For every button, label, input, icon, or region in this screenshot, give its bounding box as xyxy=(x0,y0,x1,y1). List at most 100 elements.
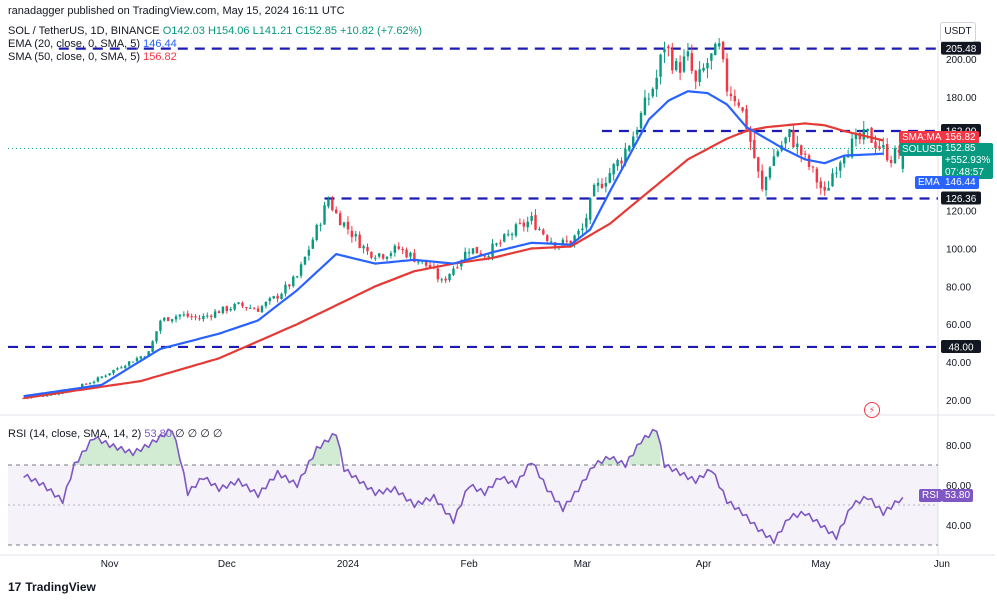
level-tag-label: 48.00 xyxy=(948,342,973,353)
candle-body xyxy=(135,358,139,362)
symbol-axis-tag: SOLUSDT xyxy=(899,143,953,156)
time-tick-label: 2024 xyxy=(337,559,360,570)
candle-body xyxy=(757,157,760,172)
candle-body xyxy=(874,141,877,148)
sma-axis-tag: SMA:MA xyxy=(899,131,945,144)
candle-body xyxy=(96,377,100,382)
rsi-overbought-fill xyxy=(629,429,661,465)
candle-body xyxy=(22,398,25,400)
level-tag-bg xyxy=(941,339,981,353)
candle-body xyxy=(592,185,596,197)
candle-body xyxy=(690,53,694,71)
candle-body xyxy=(694,70,697,82)
candle-body xyxy=(764,177,768,191)
candle-body xyxy=(272,296,275,299)
candle-body xyxy=(260,306,264,313)
price-tick-label: 40.00 xyxy=(946,358,971,369)
candle-body xyxy=(678,62,682,73)
price-axis-tag: 152.85 +552.93% 07:48:57 xyxy=(942,143,994,179)
candle-body xyxy=(878,146,881,149)
lightning-icon[interactable]: ⚡ xyxy=(864,402,880,418)
candle-body xyxy=(112,369,115,374)
rsi-value: 53.80 xyxy=(144,428,172,440)
candle-body xyxy=(796,143,799,148)
rsi-axis-tag: RSI xyxy=(919,489,942,502)
candle-body xyxy=(882,144,885,148)
candle-body xyxy=(721,41,725,60)
candle-body xyxy=(178,314,182,317)
candle-body xyxy=(264,302,268,307)
candle-body xyxy=(331,199,334,211)
candle-body xyxy=(124,365,127,368)
candle-body xyxy=(522,222,526,227)
candle-body xyxy=(628,145,631,151)
candle-body xyxy=(452,268,455,275)
candle-body xyxy=(635,130,639,135)
ema-value: 146.44 xyxy=(143,38,177,50)
candle-body xyxy=(335,209,338,214)
time-tick-label: Jun xyxy=(934,559,950,570)
candle-body xyxy=(772,156,776,166)
candle-body xyxy=(393,245,397,253)
level-tag-label: 205.48 xyxy=(946,44,977,55)
candle-body xyxy=(577,230,580,235)
candle-body xyxy=(311,239,315,249)
candle-body xyxy=(440,279,443,281)
candle-body xyxy=(428,265,432,269)
candle-body xyxy=(370,251,373,258)
candle-body xyxy=(503,234,506,242)
sma-legend[interactable]: SMA (50, close, 0, SMA, 5) 156.82 xyxy=(8,51,177,63)
candle-body xyxy=(897,150,901,153)
level-tag-label: 126.36 xyxy=(946,194,977,205)
candle-body xyxy=(245,307,248,309)
candle-body xyxy=(170,319,174,322)
symbol-ohlc-legend[interactable]: SOL / TetherUS, 1D, BINANCE O142.03 H154… xyxy=(8,25,422,37)
candle-body xyxy=(127,361,131,366)
candle-body xyxy=(471,248,475,254)
candle-body xyxy=(100,376,103,378)
candle-body xyxy=(120,367,123,369)
candle-body xyxy=(131,361,135,363)
currency-selector[interactable]: USDT xyxy=(940,22,976,42)
candle-body xyxy=(463,251,467,261)
candle-body xyxy=(417,261,420,263)
candle-body xyxy=(303,256,307,265)
candle-body xyxy=(776,151,780,157)
candle-body xyxy=(596,182,600,186)
candle-body xyxy=(225,306,229,311)
candle-body xyxy=(717,43,721,47)
candle-body xyxy=(81,383,84,389)
candle-body xyxy=(803,153,807,155)
candle-body xyxy=(366,247,369,252)
candle-body xyxy=(346,221,350,230)
ema-20-line xyxy=(23,90,884,398)
candle-body xyxy=(823,186,826,191)
candle-body xyxy=(741,107,744,111)
price-tick-label: 120.00 xyxy=(946,207,977,218)
ema-legend[interactable]: EMA (20, close, 0, SMA, 5) 146.44 xyxy=(8,38,177,50)
candle-body xyxy=(479,253,483,256)
candle-body xyxy=(88,383,92,385)
price-tick-label: 60.00 xyxy=(946,320,971,331)
candle-body xyxy=(737,102,740,106)
candle-body xyxy=(893,148,897,164)
candle-body xyxy=(835,172,838,174)
candle-body xyxy=(573,235,576,244)
tradingview-logo[interactable]: 17 TradingView xyxy=(8,580,96,594)
rsi-legend[interactable]: RSI (14, close, SMA, 14, 2) 53.80 ∅ ∅ ∅ … xyxy=(8,427,222,440)
candle-body xyxy=(710,53,713,61)
candle-body xyxy=(768,167,772,178)
rsi-tick-label: 60.00 xyxy=(946,481,971,492)
candle-body xyxy=(401,248,404,250)
candle-body xyxy=(413,252,416,262)
candle-body xyxy=(866,128,869,132)
rsi-overbought-fill xyxy=(598,456,622,465)
candle-body xyxy=(350,230,354,238)
change-percent: +552.93% xyxy=(945,155,991,166)
candle-body xyxy=(143,356,146,358)
candle-body xyxy=(831,173,834,187)
candle-body xyxy=(276,295,279,299)
candle-body xyxy=(217,311,221,314)
candle-body xyxy=(166,317,170,321)
